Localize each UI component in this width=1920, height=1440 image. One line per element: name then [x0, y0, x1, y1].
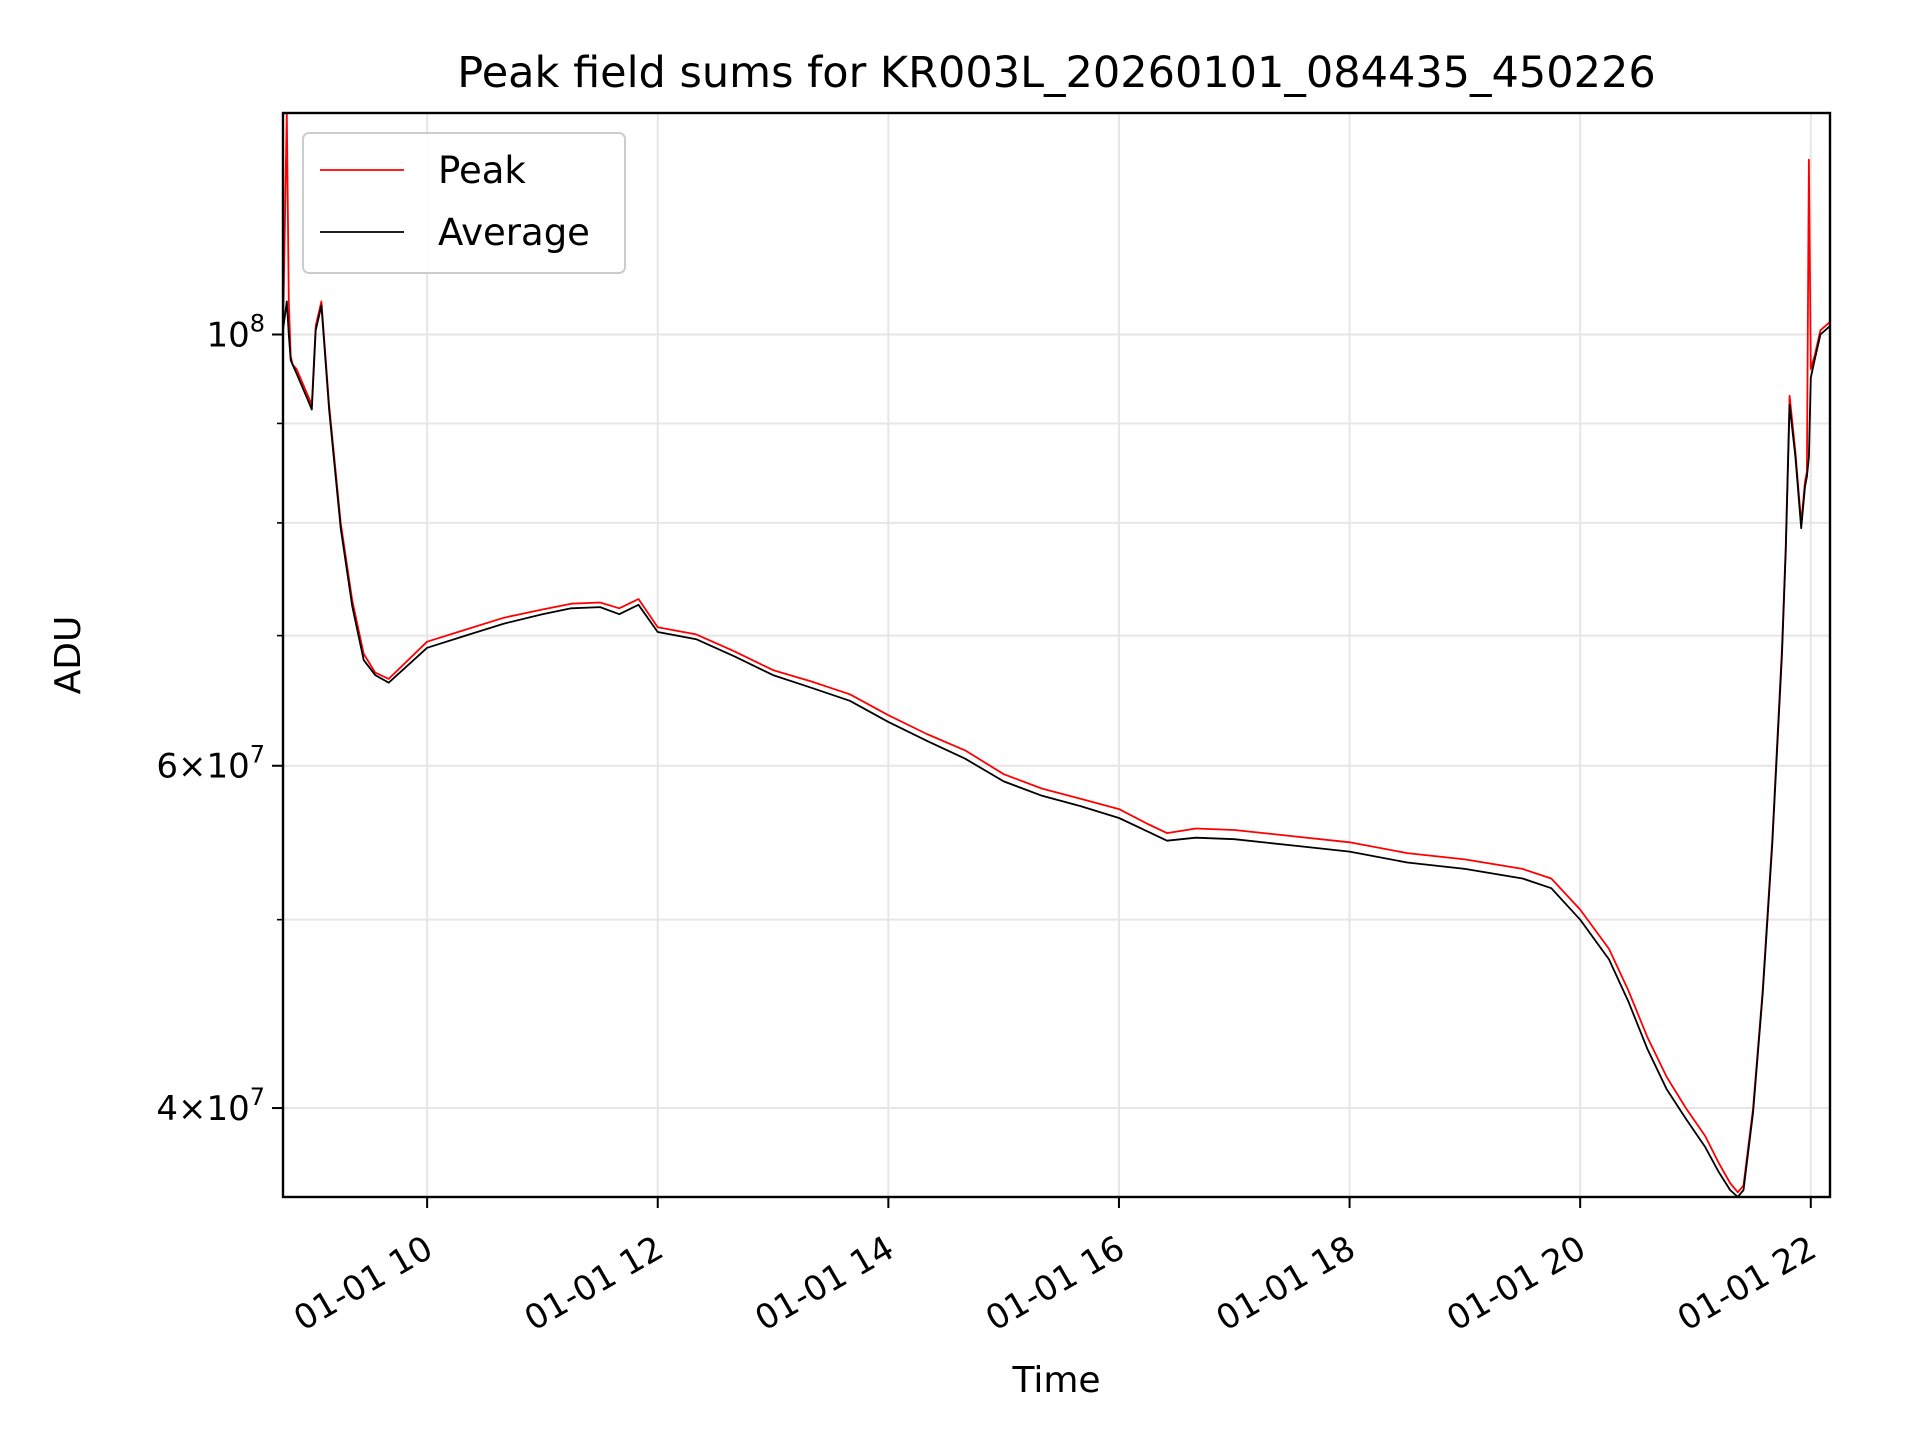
legend-box: [302, 132, 626, 274]
legend-label-average: Average: [438, 211, 590, 254]
chart-title: Peak field sums for KR003L_20260101_0844…: [457, 48, 1655, 98]
legend-label-peak: Peak: [438, 149, 526, 192]
series-layer: [283, 113, 1830, 1197]
y-tick-label: 4×107: [156, 1083, 265, 1129]
y-tick-label: 6×107: [156, 741, 265, 787]
series-line-average: [283, 300, 1830, 1197]
y-axis-title: ADU: [48, 616, 89, 695]
y-tick-label: 108: [206, 309, 265, 355]
grid-layer: [283, 113, 1830, 1197]
x-axis-title: Time: [1011, 1360, 1100, 1401]
plot-area-frame: [281, 111, 1832, 1199]
legend: Peak Average: [302, 132, 626, 274]
